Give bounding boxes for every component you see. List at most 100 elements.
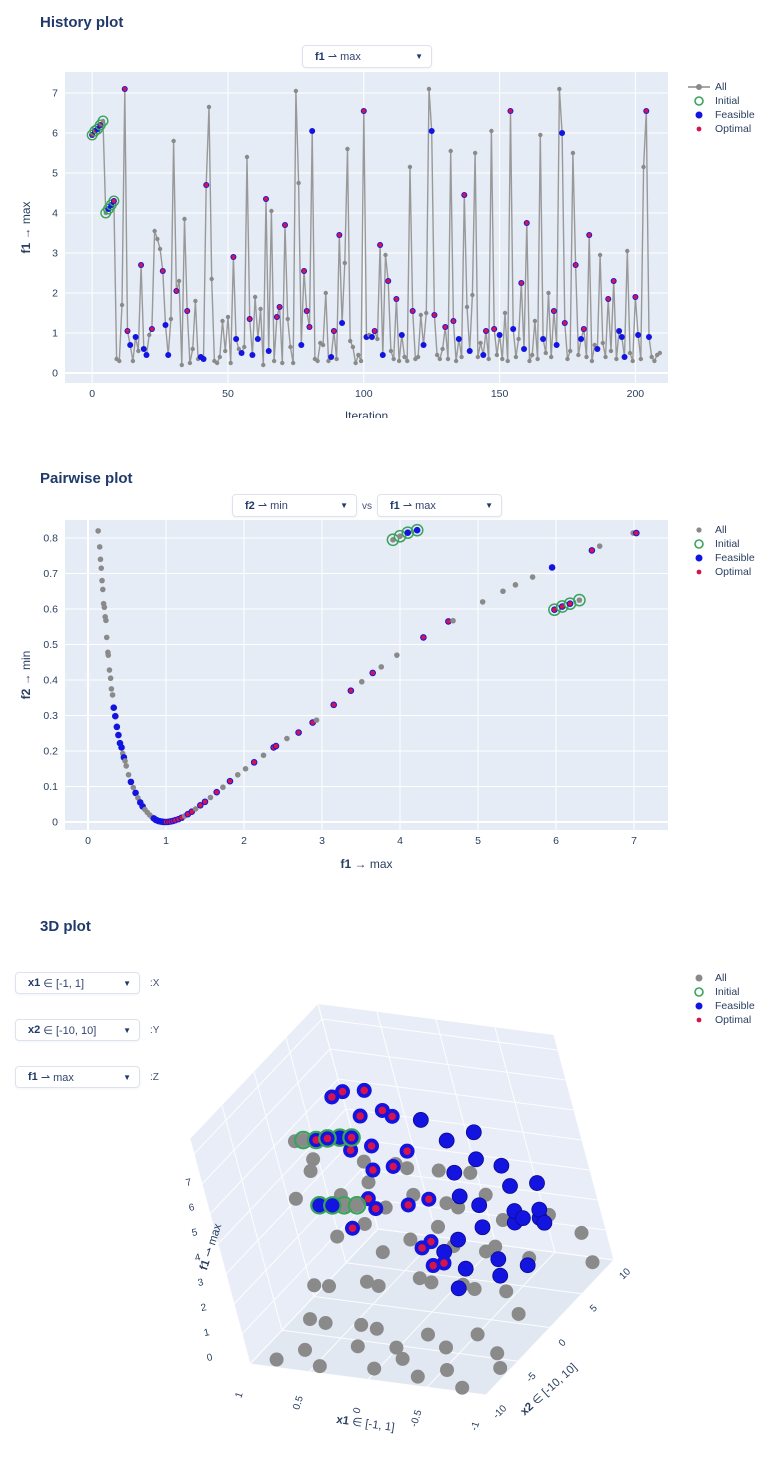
- svg-text:5: 5: [475, 835, 481, 847]
- pairwise-yaxis-dropdown[interactable]: f2 ⇀ min ▼: [232, 494, 357, 517]
- pairwise-dd2-prefix: f1: [390, 499, 400, 512]
- svg-text:0: 0: [352, 1406, 364, 1415]
- svg-text:0.4: 0.4: [43, 675, 58, 687]
- legend-label-feasible: Feasible: [715, 1000, 755, 1012]
- svg-text:0: 0: [206, 1352, 214, 1364]
- legend-item-feasible[interactable]: Feasible: [686, 109, 755, 121]
- 3d-z-dropdown[interactable]: f1 ⇀ max ▼: [15, 1066, 140, 1088]
- svg-text:0: 0: [557, 1337, 569, 1349]
- 3d-x-axis-title: x1 ∈ [-1, 1]: [336, 1414, 396, 1434]
- svg-text:0: 0: [52, 368, 58, 380]
- history-markers: [86, 86, 663, 368]
- chevron-down-icon: ▼: [340, 501, 348, 510]
- 3d-ddy-suffix: ∈ [-10, 10]: [40, 1024, 97, 1037]
- 3d-z-axis-tag: :Z: [150, 1072, 159, 1083]
- svg-text:0: 0: [52, 817, 58, 829]
- svg-text:2: 2: [200, 1302, 208, 1314]
- initial-open-circle-icon: [694, 539, 704, 549]
- optimal-dot-icon: [696, 126, 702, 132]
- vs-label: vs: [362, 501, 372, 512]
- legend-label-all: All: [715, 524, 727, 536]
- legend-item-feasible[interactable]: Feasible: [686, 552, 755, 564]
- optimal-dot-icon: [696, 569, 702, 575]
- pairwise-plot-title: Pairwise plot: [40, 470, 133, 487]
- legend-label-optimal: Optimal: [715, 1014, 752, 1026]
- legend-item-all[interactable]: All: [686, 972, 755, 984]
- legend-label-initial: Initial: [715, 95, 740, 107]
- svg-text:7: 7: [185, 1177, 193, 1189]
- history-legend: All Initial Feasible Optimal: [686, 81, 755, 135]
- 3d-x-axis-tag: :X: [150, 978, 160, 989]
- initial-open-circle-icon: [694, 987, 704, 997]
- svg-text:4: 4: [397, 835, 403, 847]
- feasible-dot-icon: [695, 1002, 703, 1010]
- svg-text:-1: -1: [469, 1420, 482, 1432]
- history-dropdown-value-suffix: ⇀ max: [324, 51, 361, 63]
- chevron-down-icon: ▼: [123, 1025, 131, 1035]
- legend-item-optimal[interactable]: Optimal: [686, 1014, 755, 1026]
- svg-text:0.8: 0.8: [43, 533, 58, 545]
- legend-item-feasible[interactable]: Feasible: [686, 1000, 755, 1012]
- svg-text:2: 2: [241, 835, 247, 847]
- 3d-markers: [269, 1082, 600, 1395]
- 3d-ddy-prefix: x2: [28, 1024, 41, 1036]
- all-dot-icon: [696, 527, 702, 533]
- legend-item-all[interactable]: All: [686, 81, 755, 93]
- pairwise-legend: All Initial Feasible Optimal: [686, 524, 755, 578]
- plot-background: [65, 520, 668, 830]
- legend-label-feasible: Feasible: [715, 552, 755, 564]
- svg-text:100: 100: [355, 388, 373, 400]
- gridlines: [65, 72, 668, 383]
- legend-label-feasible: Feasible: [715, 109, 755, 121]
- svg-text:1: 1: [163, 835, 169, 847]
- 3d-x-dropdown[interactable]: x1 ∈ [-1, 1] ▼: [15, 972, 140, 994]
- svg-text:0.5: 0.5: [291, 1394, 306, 1411]
- chevron-down-icon: ▼: [123, 1072, 131, 1082]
- svg-text:-5: -5: [524, 1370, 538, 1384]
- svg-text:2: 2: [52, 288, 58, 300]
- legend-item-optimal[interactable]: Optimal: [686, 566, 755, 578]
- 3d-ddz-suffix: ⇀ max: [37, 1071, 74, 1084]
- chevron-down-icon: ▼: [485, 501, 493, 510]
- legend-item-initial[interactable]: Initial: [686, 986, 755, 998]
- chevron-down-icon: ▼: [415, 52, 423, 61]
- svg-text:5: 5: [191, 1227, 199, 1239]
- x-axis-title: f1 → max: [340, 857, 392, 868]
- 3d-gridlines: [189, 1003, 615, 1396]
- svg-text:5: 5: [52, 168, 58, 180]
- 3d-chart[interactable]: 1 0.5 0 -0.5 -1 -10 -5 0 5 10 0 1 2 3 4 5 6 7 x1 ∈ [-1, 1]…: [0, 952, 758, 1459]
- y-axis-title: f2 → min: [19, 651, 33, 700]
- svg-text:10: 10: [617, 1266, 633, 1282]
- feasible-dot-icon: [695, 111, 703, 119]
- y-axis-title: f1 → max: [19, 201, 33, 253]
- pairwise-chart[interactable]: 0 0.1 0.2 0.3 0.4 0.5 0.6 0.7 0.8 0 1 2 3 4 5 6 7 f1 → ma…: [0, 516, 758, 868]
- legend-item-all[interactable]: All: [686, 524, 755, 536]
- svg-text:200: 200: [627, 388, 645, 400]
- svg-text:0.1: 0.1: [43, 781, 58, 793]
- svg-text:0.3: 0.3: [43, 710, 58, 722]
- svg-text:4: 4: [194, 1252, 202, 1264]
- history-line: [91, 88, 661, 366]
- svg-text:0.2: 0.2: [43, 746, 58, 758]
- svg-text:6: 6: [52, 128, 58, 140]
- pairwise-markers: [95, 523, 640, 826]
- svg-text:7: 7: [52, 88, 58, 100]
- history-objective-dropdown[interactable]: f1 ⇀ max ▼: [302, 45, 432, 68]
- svg-text:4: 4: [52, 208, 58, 220]
- 3d-ddx-suffix: ∈ [-1, 1]: [40, 977, 85, 990]
- legend-item-optimal[interactable]: Optimal: [686, 123, 755, 135]
- legend-label-all: All: [715, 81, 727, 93]
- 3d-y-dropdown[interactable]: x2 ∈ [-10, 10] ▼: [15, 1019, 140, 1041]
- svg-text:1: 1: [234, 1390, 246, 1399]
- pairwise-xaxis-dropdown[interactable]: f1 ⇀ max ▼: [377, 494, 502, 517]
- svg-text:1: 1: [203, 1327, 211, 1339]
- x-axis-title: Iteration: [345, 409, 388, 418]
- legend-item-initial[interactable]: Initial: [686, 538, 755, 550]
- svg-text:0.6: 0.6: [43, 604, 58, 616]
- history-chart[interactable]: 0 1 2 3 4 5 6 7 0 50 100 150 200 Iteration f1 → max: [0, 58, 758, 418]
- legend-item-initial[interactable]: Initial: [686, 95, 755, 107]
- feasible-dot-icon: [695, 554, 703, 562]
- svg-text:-10: -10: [491, 1403, 509, 1421]
- history-plot-title: History plot: [40, 14, 124, 31]
- all-line-dot-icon: [688, 84, 710, 90]
